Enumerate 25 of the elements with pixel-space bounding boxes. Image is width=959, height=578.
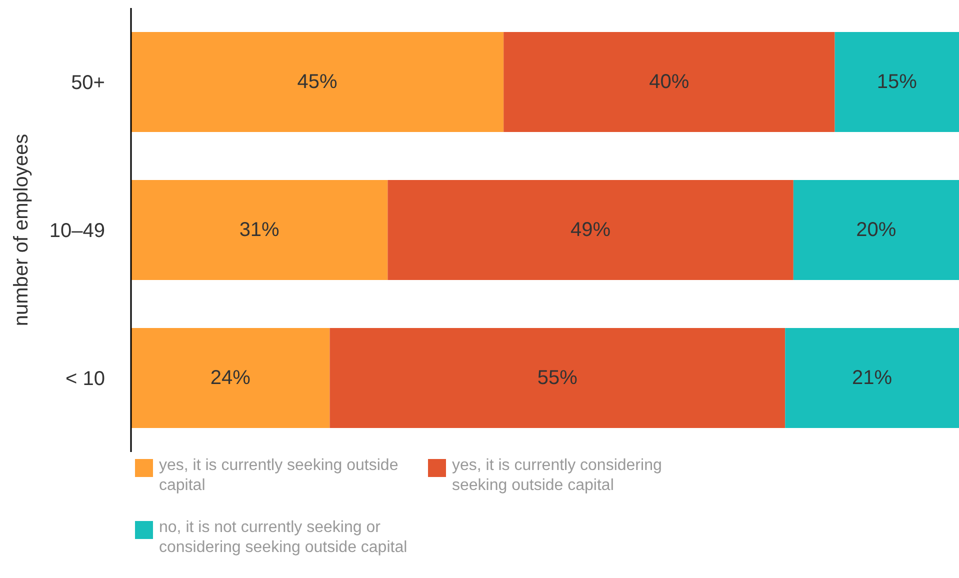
y-tick-label: 10–49 <box>49 220 105 242</box>
y-tick-label: < 10 <box>66 368 105 390</box>
data-label: 31% <box>239 219 280 241</box>
bar <box>131 328 330 428</box>
bar <box>834 32 959 132</box>
bar <box>131 32 504 132</box>
bar <box>131 180 388 280</box>
data-label: 20% <box>856 219 896 241</box>
bar <box>785 328 959 428</box>
legend-label: yes, it is currently seeking outside capital <box>159 456 400 496</box>
y-tick-label: 50+ <box>71 72 105 94</box>
data-label: 49% <box>570 219 611 241</box>
data-label: 21% <box>852 367 892 389</box>
data-label: 55% <box>537 367 578 389</box>
legend-label: yes, it is currently considering seeking outside capital <box>452 456 663 496</box>
legend-label: no, it is not currently seeking or considering seeking outside capital <box>159 518 408 558</box>
data-label: 40% <box>649 71 690 93</box>
data-label: 24% <box>210 367 251 389</box>
data-label: 45% <box>297 71 338 93</box>
y-axis-title: number of employees <box>10 134 34 326</box>
bar <box>504 32 835 132</box>
bar <box>330 328 786 428</box>
bar <box>793 180 959 280</box>
data-label: 15% <box>876 71 918 93</box>
bar <box>388 180 794 280</box>
